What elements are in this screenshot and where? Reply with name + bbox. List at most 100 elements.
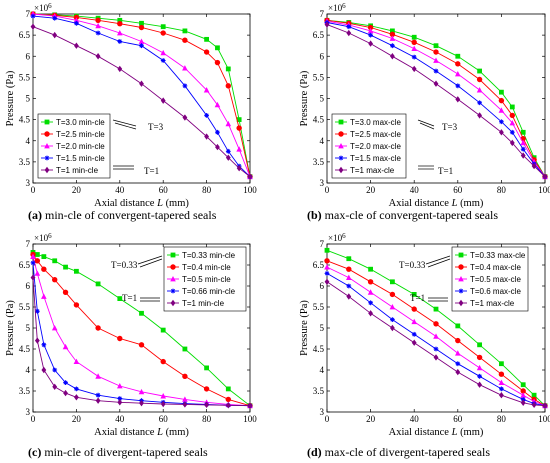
data-point xyxy=(455,61,461,67)
y-tick-label: 5.5 xyxy=(19,72,31,82)
x-axis-label-var: L xyxy=(156,198,163,209)
y-tick-label: 7 xyxy=(26,9,31,19)
data-point xyxy=(390,53,395,60)
data-point xyxy=(520,397,526,402)
data-point xyxy=(499,89,504,95)
data-point xyxy=(95,30,101,36)
legend-swatch-marker xyxy=(338,143,344,149)
data-point xyxy=(368,32,373,38)
x-tick-label: 0 xyxy=(325,185,330,195)
y-exponent-base: ×10 xyxy=(328,233,343,243)
data-point xyxy=(138,388,145,395)
y-tick-label: 6.5 xyxy=(19,30,31,40)
annotation-leader xyxy=(112,119,137,127)
x-tick-label: 40 xyxy=(115,414,125,424)
legend-swatch-marker xyxy=(170,276,176,282)
y-tick-label: 5.5 xyxy=(19,302,31,312)
x-tick-label: 60 xyxy=(453,185,463,195)
data-point xyxy=(204,36,209,42)
data-point xyxy=(117,296,123,301)
legend-entry-label: T=1.5 min-cle xyxy=(56,154,105,163)
data-point xyxy=(52,31,58,39)
x-axis-label-var: L xyxy=(451,198,458,209)
data-point xyxy=(368,266,373,272)
legend-entry-label: T=3.0 min-cle xyxy=(56,118,105,127)
data-point xyxy=(411,318,417,325)
x-tick-label: 60 xyxy=(159,185,169,195)
data-point xyxy=(390,317,395,322)
data-point xyxy=(477,68,482,74)
data-point xyxy=(433,80,439,87)
data-point xyxy=(411,339,417,346)
data-point xyxy=(531,392,537,398)
data-point xyxy=(34,337,40,344)
y-axis-label: Pressure (Pa) xyxy=(5,300,16,356)
data-point xyxy=(477,342,482,348)
data-point xyxy=(74,20,79,26)
data-point xyxy=(214,59,221,66)
y-tick-label: 3 xyxy=(26,407,31,417)
data-point xyxy=(52,383,58,390)
data-point xyxy=(160,327,166,333)
data-point xyxy=(225,83,231,89)
data-point xyxy=(368,40,373,47)
data-point xyxy=(520,139,526,146)
data-point xyxy=(160,358,166,365)
y-tick-label: 5 xyxy=(320,323,325,333)
legend-swatch-marker xyxy=(170,264,176,270)
data-point xyxy=(499,361,504,367)
data-point xyxy=(433,333,439,339)
data-point xyxy=(411,45,417,52)
series-line xyxy=(32,277,251,407)
caption-a-text: min-cle of convergent-tapered seals xyxy=(42,208,217,222)
data-point xyxy=(63,389,68,397)
x-tick-label: 40 xyxy=(115,185,125,195)
data-point xyxy=(30,23,36,30)
y-axis-label: Pressure (Pa) xyxy=(5,70,16,126)
legend-entry-label: T=2.5 min-cle xyxy=(56,130,105,139)
legend-swatch-marker xyxy=(44,166,50,174)
x-axis-label-part: Axial distance xyxy=(94,427,157,438)
data-point xyxy=(225,154,231,161)
data-point xyxy=(477,373,482,379)
data-point xyxy=(203,49,210,55)
data-point xyxy=(324,258,330,264)
x-axis-label-unit: (mm) xyxy=(457,198,483,209)
series-1 xyxy=(324,258,548,409)
data-point xyxy=(63,264,68,270)
y-exponent-power: 6 xyxy=(48,2,52,10)
legend-entry-label: T=2.5 max-cle xyxy=(350,130,401,139)
y-tick-label: 7 xyxy=(320,9,325,19)
data-point xyxy=(433,43,439,49)
x-tick-label: 20 xyxy=(72,414,82,424)
y-tick-label: 3 xyxy=(320,178,325,188)
caption-a: (a) min-cle of convergent-tapered seals xyxy=(28,208,217,222)
x-tick-label: 60 xyxy=(453,414,463,424)
data-point xyxy=(411,54,417,60)
data-point xyxy=(34,258,41,264)
legend-swatch-marker xyxy=(170,252,176,258)
annotation-label: T=0.33 xyxy=(111,260,138,270)
legend-swatch-marker xyxy=(44,119,50,125)
data-point xyxy=(520,152,526,159)
legend-entry-label: T=0.6 max-cle xyxy=(470,287,521,296)
data-point xyxy=(95,281,101,287)
data-point xyxy=(203,87,210,93)
series-line xyxy=(32,256,251,407)
data-point xyxy=(74,268,79,274)
legend-entry-label: T=1 max-cle xyxy=(350,166,395,175)
data-point xyxy=(367,279,374,285)
caption-a-label: (a) xyxy=(28,208,42,222)
legend-entry-label: T=0.33 max-cle xyxy=(470,251,526,260)
y-tick-label: 4 xyxy=(26,136,31,146)
data-point xyxy=(368,300,373,306)
data-point xyxy=(215,45,220,51)
x-axis-label: Axial distance L (mm) xyxy=(94,198,189,209)
data-point xyxy=(225,120,232,127)
y-tick-label: 5 xyxy=(26,94,31,104)
y-tick-label: 4.5 xyxy=(19,344,31,354)
data-point xyxy=(346,24,352,30)
data-point xyxy=(215,129,220,135)
data-point xyxy=(520,392,526,398)
